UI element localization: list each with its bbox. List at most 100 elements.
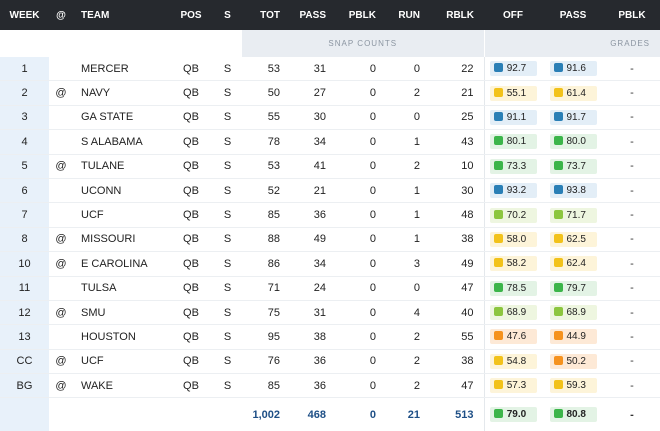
- rblk-cell: 40: [430, 300, 484, 326]
- grade-color-icon: [493, 307, 503, 317]
- at-cell: [49, 276, 73, 301]
- total-rblk: 513: [430, 397, 484, 431]
- col-pos[interactable]: POS: [169, 0, 213, 30]
- col-s[interactable]: S: [213, 0, 242, 30]
- rblk-cell: 55: [430, 324, 484, 350]
- grade-badge: 79.7: [549, 280, 597, 296]
- s-cell: S: [213, 129, 242, 155]
- at-cell: @: [49, 373, 73, 399]
- table-row[interactable]: 1 MERCER QB S 53 31 0 0 22 92.7 91.6-: [0, 57, 660, 82]
- grade-color-icon: [493, 409, 503, 419]
- pos-cell: QB: [169, 227, 213, 253]
- grade-value: 93.2: [506, 185, 527, 197]
- grade-badge: 54.8: [489, 353, 537, 369]
- grade-badge: 71.7: [549, 207, 597, 223]
- team-cell: NAVY: [73, 80, 169, 106]
- col-at[interactable]: @: [49, 0, 73, 30]
- pos-cell: QB: [169, 373, 213, 399]
- grade-value: 70.2: [506, 209, 527, 221]
- rblk-cell: 10: [430, 154, 484, 179]
- grade-value: 44.9: [566, 331, 586, 343]
- pass-cell: 30: [290, 105, 336, 131]
- table-row[interactable]: 6 UCONN QB S 52 21 0 1 30 93.2 93.8 -: [0, 178, 660, 204]
- grade-badge: 50.2: [549, 353, 597, 369]
- grade-badge: 93.8: [549, 183, 597, 199]
- grade-value: 68.9: [506, 307, 527, 319]
- table-row[interactable]: 8 @ MISSOURI QB S 88 49 0 1 38 58.0 62.5 -: [0, 227, 660, 253]
- grade-color-icon: [553, 282, 563, 292]
- table-row[interactable]: 4 S ALABAMA QB S 78 34 0 1 43 80.1 80.0 -: [0, 129, 660, 155]
- grade-badge: 62.4: [549, 256, 597, 272]
- table-row[interactable]: 5 @ TULANE QB S 53 41 0 2 10 73.3 73.7 -: [0, 154, 660, 179]
- rblk-cell: 38: [430, 349, 484, 375]
- pos-cell: QB: [169, 178, 213, 204]
- table-row[interactable]: 3 GA STATE QB S 55 30 0 0 25 91.1 91.7-: [0, 105, 660, 131]
- grade-color-icon: [553, 409, 563, 419]
- team-cell: MERCER: [73, 57, 169, 82]
- pass-grade-cell: 80.0: [542, 129, 604, 155]
- pass-grade-cell: 61.4: [542, 80, 604, 106]
- grade-color-icon: [553, 355, 563, 365]
- pass-cell: 31: [290, 57, 336, 82]
- pblk-cell: 0: [336, 324, 386, 350]
- table-row[interactable]: 13 HOUSTON QB S 95 38 0 2 55 47.6 44.9 -: [0, 324, 660, 350]
- table-row[interactable]: 2 @ NAVY QB S 50 27 0 2 21 55.1 61.4-: [0, 80, 660, 106]
- pblk-grade-cell: -: [604, 349, 660, 375]
- table-row[interactable]: 12 @ SMU QB S 75 31 0 4 40 68.9 68.9 -: [0, 300, 660, 326]
- col-week[interactable]: WEEK: [0, 0, 49, 30]
- pblk-grade-cell: -: [604, 129, 660, 155]
- col-pass[interactable]: PASS: [290, 0, 336, 30]
- grade-value: 73.3: [506, 160, 527, 172]
- at-cell: @: [49, 300, 73, 326]
- table-row[interactable]: 11 TULSA QB S 71 24 0 0 47 78.5 79.7-: [0, 276, 660, 301]
- s-cell: S: [213, 57, 242, 82]
- col-tot[interactable]: TOT: [242, 0, 290, 30]
- grade-badge: 58.2: [489, 256, 537, 272]
- week-cell: 2: [0, 80, 49, 106]
- off-grade-cell: 68.9: [483, 300, 542, 326]
- pblk-cell: 0: [336, 202, 386, 228]
- col-rblk[interactable]: RBLK: [430, 0, 484, 30]
- table-row[interactable]: 7 UCF QB S 85 36 0 1 48 70.2 71.7 -: [0, 202, 660, 228]
- table-row[interactable]: 10 @ E CAROLINA QB S 86 34 0 3 49 58.2 62.4 -: [0, 251, 660, 277]
- at-cell: [49, 105, 73, 131]
- column-header-row: WEEK @ TEAM POS S TOT PASS PBLK RUN RBLK…: [0, 0, 660, 30]
- col-pblk[interactable]: PBLK: [336, 0, 386, 30]
- grade-badge: 73.7: [549, 158, 597, 174]
- s-cell: S: [213, 154, 242, 179]
- tot-cell: 53: [242, 57, 290, 82]
- grade-value: 62.5: [566, 233, 586, 245]
- grade-badge: 73.3: [489, 158, 537, 174]
- tot-cell: 95: [242, 324, 290, 350]
- grade-badge: 80.1: [489, 134, 537, 150]
- col-run[interactable]: RUN: [386, 0, 430, 30]
- grade-badge: 93.2: [489, 183, 537, 199]
- col-pblk-grade[interactable]: PBLK: [604, 0, 660, 30]
- pblk-grade-cell: -: [604, 202, 660, 228]
- at-cell: @: [49, 80, 73, 106]
- col-team[interactable]: TEAM: [73, 0, 169, 30]
- pass-cell: 27: [290, 80, 336, 106]
- table-row[interactable]: BG @ WAKE QB S 85 36 0 2 47 57.3 59.3 -: [0, 373, 660, 399]
- grade-badge: 61.4: [549, 85, 597, 101]
- col-off-grade[interactable]: OFF: [484, 0, 542, 30]
- totals-row: 1,002 468 0 21 513 79.0 80.8 -: [0, 397, 660, 431]
- grade-value: 55.1: [506, 87, 527, 99]
- rblk-cell: 38: [430, 227, 484, 253]
- grade-color-icon: [493, 355, 503, 365]
- week-cell: BG: [0, 373, 49, 399]
- pass-grade-cell: 59.3: [542, 373, 604, 399]
- grade-color-icon: [493, 258, 503, 268]
- pos-cell: QB: [169, 324, 213, 350]
- col-pass-grade[interactable]: PASS: [542, 0, 604, 30]
- grade-badge: 91.6: [549, 61, 597, 77]
- off-grade-cell: 73.3: [483, 154, 542, 179]
- grade-color-icon: [493, 185, 503, 195]
- table-row[interactable]: CC @ UCF QB S 76 36 0 2 38 54.8 50.2 -: [0, 349, 660, 375]
- off-grade-cell: 58.0: [483, 227, 542, 253]
- pass-cell: 36: [290, 202, 336, 228]
- s-cell: S: [213, 80, 242, 106]
- grade-badge: 68.9: [489, 305, 537, 321]
- grade-color-icon: [553, 63, 563, 73]
- off-grade-cell: 57.3: [483, 373, 542, 399]
